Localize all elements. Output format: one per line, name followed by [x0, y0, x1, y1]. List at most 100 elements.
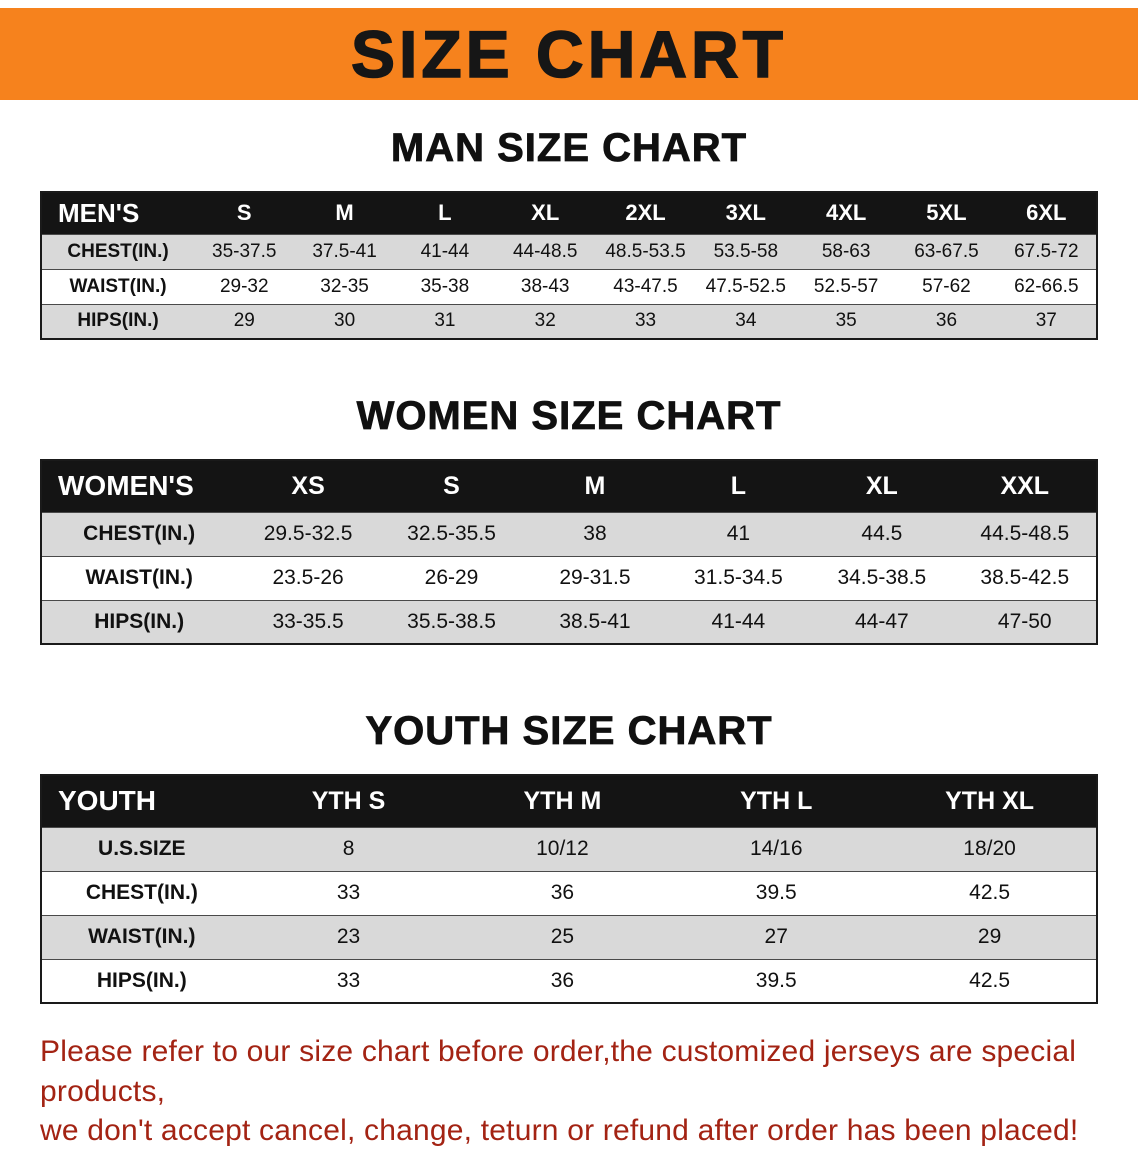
- table-row: CHEST(IN.) 35-37.5 37.5-41 41-44 44-48.5 48.5…: [41, 233, 1097, 269]
- size-column-header: XL: [810, 460, 954, 512]
- size-value: 32: [495, 303, 596, 339]
- size-value: 29.5-32.5: [236, 511, 380, 556]
- measurement-row-label: WAIST(IN.): [41, 914, 242, 959]
- size-value: 23.5-26: [236, 555, 380, 600]
- size-column-header: YTH XL: [883, 775, 1097, 827]
- size-value: 31.5-34.5: [666, 555, 811, 600]
- table-row: WAIST(IN.) 23.5-26 26-29 29-31.5 31.5-34.5 34…: [41, 555, 1097, 600]
- size-value: 33: [241, 958, 456, 1003]
- size-value: 36: [896, 303, 997, 339]
- size-value: 34.5-38.5: [810, 555, 954, 600]
- disclaimer-line-2: we don't accept cancel, change, teturn o…: [40, 1114, 1079, 1148]
- table-row: CHEST(IN.) 29.5-32.5 32.5-35.5 38 41 44.5 44.5…: [41, 511, 1097, 556]
- size-value: 67.5-72: [996, 233, 1097, 269]
- size-column-header: 3XL: [695, 192, 796, 234]
- size-value: 43-47.5: [595, 268, 696, 304]
- table-row: U.S.SIZE 8 10/12 14/16 18/20: [41, 826, 1097, 871]
- size-value: 42.5: [883, 958, 1097, 1003]
- size-value: 44-48.5: [495, 233, 596, 269]
- size-column-header: YTH S: [241, 775, 456, 827]
- table-row: WAIST(IN.) 23 25 27 29: [41, 914, 1097, 959]
- men-section-heading: MAN SIZE CHART: [390, 126, 748, 171]
- table-header-row: WOMEN'S XS S M L XL XXL: [41, 460, 1097, 512]
- size-value: 29-31.5: [523, 555, 667, 600]
- table-row: HIPS(IN.) 29 30 31 32 33 34 35 36 37: [41, 303, 1097, 339]
- size-value: 33: [241, 870, 456, 915]
- measurement-row-label: CHEST(IN.): [41, 870, 242, 915]
- size-value: 30: [294, 303, 395, 339]
- size-value: 38.5-42.5: [953, 555, 1097, 600]
- size-value: 37: [996, 303, 1097, 339]
- size-column-header: YTH L: [669, 775, 884, 827]
- table-corner-label: MEN'S: [41, 192, 195, 234]
- table-row: WAIST(IN.) 29-32 32-35 35-38 38-43 43-47.5 47.…: [41, 268, 1097, 304]
- size-column-header: 2XL: [595, 192, 696, 234]
- men-size-chart-section: MAN SIZE CHART MEN'S S M L XL 2XL 3XL 4XL 5XL 6XL…: [0, 126, 1138, 340]
- measurement-row-label: HIPS(IN.): [41, 958, 242, 1003]
- size-value: 57-62: [896, 268, 997, 304]
- size-column-header: L: [394, 192, 496, 234]
- measurement-row-label: CHEST(IN.): [41, 511, 237, 556]
- size-value: 27: [669, 914, 884, 959]
- size-value: 10/12: [455, 826, 670, 871]
- size-value: 38.5-41: [523, 599, 667, 644]
- order-disclaimer: Please refer to our size chart before or…: [40, 1032, 1118, 1151]
- size-value: 36: [455, 958, 670, 1003]
- size-column-header: M: [294, 192, 395, 234]
- size-value: 29: [883, 914, 1097, 959]
- size-value: 35: [795, 303, 897, 339]
- size-value: 8: [241, 826, 456, 871]
- disclaimer-line-1: Please refer to our size chart before or…: [40, 1035, 1077, 1108]
- youth-size-table: YOUTH YTH S YTH M YTH L YTH XL U.S.SIZE 8 10/12…: [40, 774, 1098, 1004]
- size-value: 32.5-35.5: [379, 511, 524, 556]
- size-value: 38-43: [495, 268, 596, 304]
- size-value: 32-35: [294, 268, 395, 304]
- size-value: 35-37.5: [194, 233, 295, 269]
- size-column-header: S: [194, 192, 295, 234]
- size-value: 31: [394, 303, 496, 339]
- size-column-header: XXL: [953, 460, 1097, 512]
- size-value: 35.5-38.5: [379, 599, 524, 644]
- size-column-header: YTH M: [455, 775, 670, 827]
- size-value: 25: [455, 914, 670, 959]
- size-value: 37.5-41: [294, 233, 395, 269]
- size-value: 29-32: [194, 268, 295, 304]
- women-section-heading: WOMEN SIZE CHART: [356, 394, 782, 439]
- table-corner-label: WOMEN'S: [41, 460, 237, 512]
- size-value: 47-50: [953, 599, 1097, 644]
- table-row: HIPS(IN.) 33-35.5 35.5-38.5 38.5-41 41-44 44-…: [41, 599, 1097, 644]
- size-value: 36: [455, 870, 670, 915]
- measurement-row-label: WAIST(IN.): [41, 268, 195, 304]
- table-corner-label: YOUTH: [41, 775, 242, 827]
- size-value: 52.5-57: [795, 268, 897, 304]
- size-value: 41-44: [394, 233, 496, 269]
- size-value: 14/16: [669, 826, 884, 871]
- measurement-row-label: HIPS(IN.): [41, 303, 195, 339]
- size-value: 23: [241, 914, 456, 959]
- size-column-header: XS: [236, 460, 380, 512]
- size-value: 41: [666, 511, 811, 556]
- size-value: 35-38: [394, 268, 496, 304]
- size-value: 42.5: [883, 870, 1097, 915]
- table-row: CHEST(IN.) 33 36 39.5 42.5: [41, 870, 1097, 915]
- size-column-header: 6XL: [996, 192, 1097, 234]
- measurement-row-label: CHEST(IN.): [41, 233, 195, 269]
- size-value: 33-35.5: [236, 599, 380, 644]
- size-value: 48.5-53.5: [595, 233, 696, 269]
- page-title: SIZE CHART: [350, 16, 787, 92]
- size-value: 58-63: [795, 233, 897, 269]
- size-value: 18/20: [883, 826, 1097, 871]
- size-column-header: L: [666, 460, 811, 512]
- size-value: 41-44: [666, 599, 811, 644]
- measurement-row-label: HIPS(IN.): [41, 599, 237, 644]
- size-value: 34: [695, 303, 796, 339]
- youth-section-heading: YOUTH SIZE CHART: [365, 709, 773, 754]
- size-value: 39.5: [669, 870, 884, 915]
- women-size-chart-section: WOMEN SIZE CHART WOMEN'S XS S M L XL XXL CHEST(…: [0, 394, 1138, 645]
- measurement-row-label: WAIST(IN.): [41, 555, 237, 600]
- size-chart-banner: SIZE CHART: [0, 8, 1138, 100]
- women-size-table: WOMEN'S XS S M L XL XXL CHEST(IN.) 29.5-32.5 32.5…: [40, 459, 1098, 645]
- size-value: 38: [523, 511, 667, 556]
- size-column-header: XL: [495, 192, 596, 234]
- table-header-row: YOUTH YTH S YTH M YTH L YTH XL: [41, 775, 1097, 827]
